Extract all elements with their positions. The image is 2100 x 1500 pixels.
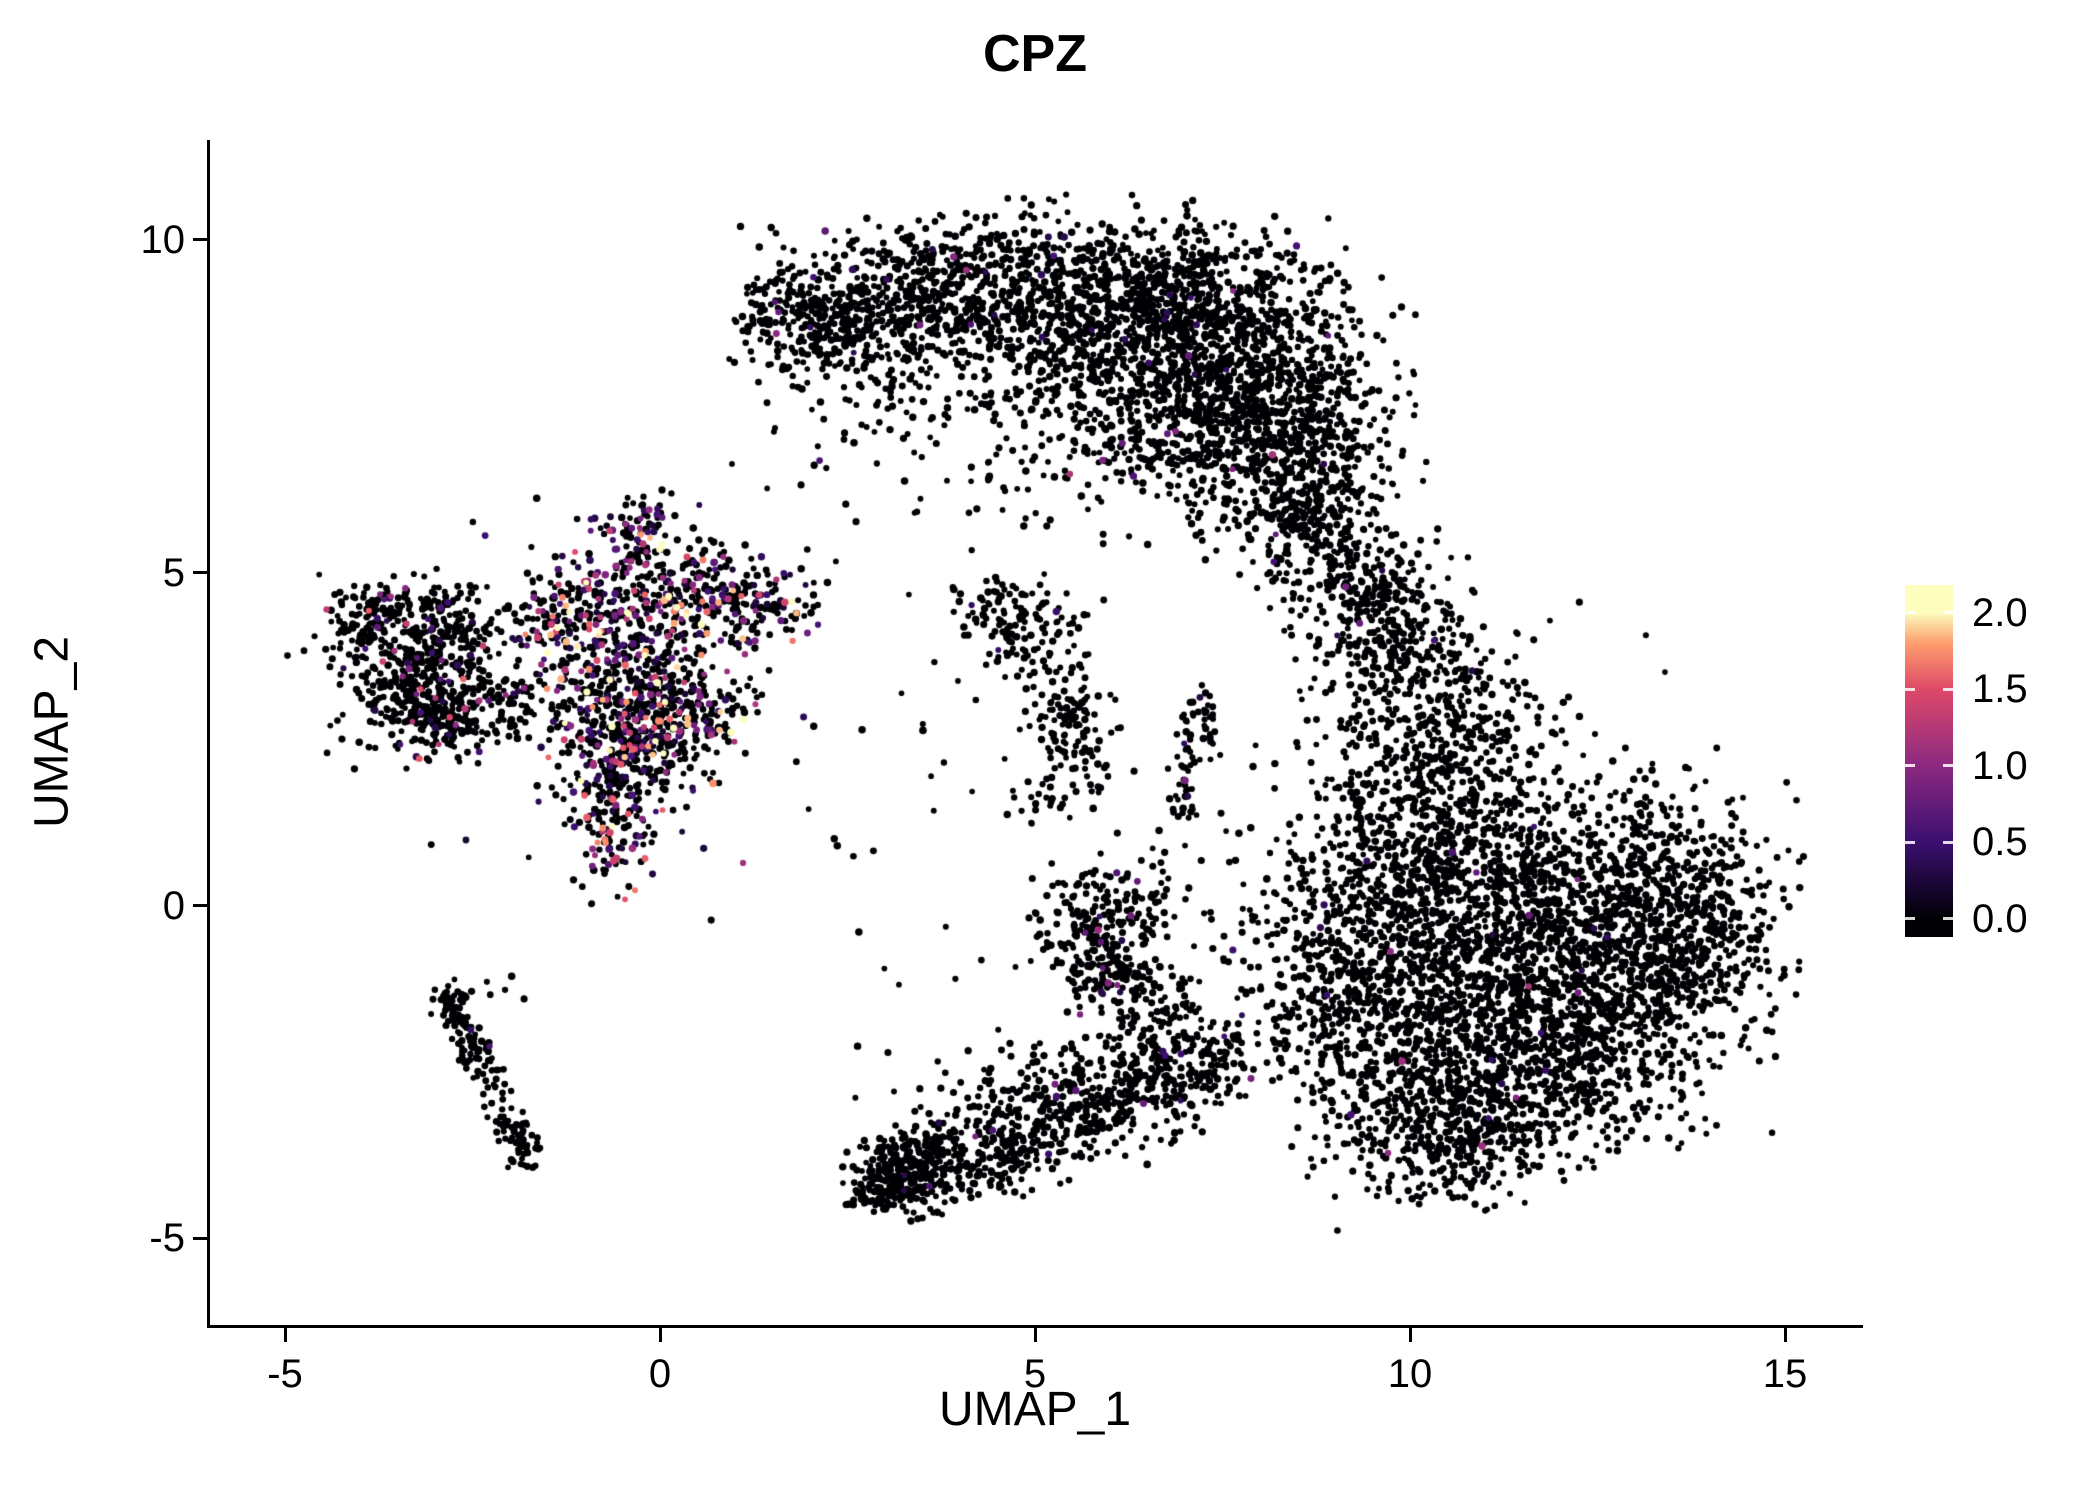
colorbar-tick-mark [1905, 840, 1915, 844]
colorbar-tick-label: 2.0 [1972, 590, 2028, 635]
colorbar-tick-mark [1943, 764, 1953, 768]
x-axis-line [207, 1325, 1863, 1328]
x-tick-mark [1783, 1328, 1787, 1342]
colorbar-tick-label: 1.5 [1972, 667, 2028, 712]
y-tick-mark [193, 904, 207, 908]
colorbar-tick-mark [1943, 917, 1953, 921]
y-tick-mark [193, 571, 207, 575]
x-axis-title: UMAP_1 [938, 1383, 1132, 1436]
y-tick-label: 0 [162, 883, 185, 928]
colorbar-tick-mark [1943, 840, 1953, 844]
x-tick-label: -5 [267, 1352, 303, 1396]
colorbar-tick-mark [1905, 611, 1915, 615]
y-tick-mark [193, 1236, 207, 1240]
y-axis-title: UMAP_2 [25, 635, 79, 829]
colorbar-tick-mark [1905, 687, 1915, 691]
plot-title: CPZ [983, 25, 1087, 83]
x-tick-mark [1408, 1328, 1412, 1342]
colorbar-tick-mark [1905, 917, 1915, 921]
x-tick-mark [658, 1328, 662, 1342]
colorbar-tick-label: 1.0 [1972, 743, 2028, 788]
colorbar-legend [1905, 585, 1953, 937]
x-tick-mark [283, 1328, 287, 1342]
colorbar-tick-mark [1943, 611, 1953, 615]
y-tick-mark [193, 238, 207, 242]
colorbar-tick-label: 0.0 [1972, 896, 2028, 941]
colorbar-tick-mark [1943, 687, 1953, 691]
y-tick-label: 5 [162, 550, 185, 595]
y-tick-label: -5 [149, 1216, 185, 1261]
y-axis-line [207, 140, 210, 1328]
x-tick-label: 5 [1023, 1352, 1047, 1396]
y-tick-label: 10 [140, 217, 186, 262]
x-tick-mark [1033, 1328, 1037, 1342]
x-tick-label: 15 [1762, 1352, 1808, 1396]
x-tick-label: 10 [1387, 1352, 1433, 1396]
colorbar-tick-mark [1905, 764, 1915, 768]
colorbar-tick-label: 0.5 [1972, 820, 2028, 865]
x-tick-label: 0 [648, 1352, 672, 1396]
